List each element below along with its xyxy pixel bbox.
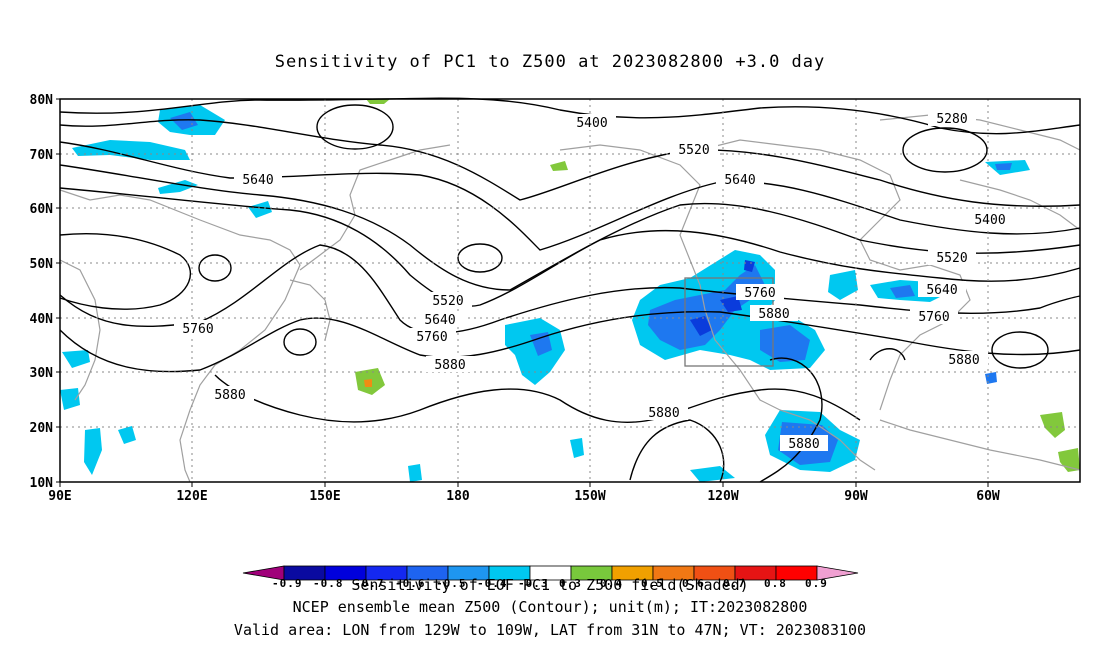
contour-label: 5400	[576, 116, 607, 131]
shade-region	[550, 161, 568, 171]
contour-label: 5280	[936, 112, 967, 127]
shade-region	[570, 438, 584, 458]
lon-label: 60W	[976, 489, 1000, 504]
lat-label: 40N	[30, 312, 54, 327]
shade-region	[408, 464, 422, 482]
shade-region	[118, 426, 136, 444]
shade-region	[648, 265, 765, 350]
colorbar	[242, 565, 859, 581]
contour-label: 5880	[434, 358, 465, 373]
lon-label: 90E	[48, 489, 71, 504]
coastlines	[59, 114, 1081, 483]
shade-region	[505, 318, 565, 385]
shade-region	[890, 285, 915, 298]
shade-region	[158, 180, 198, 194]
lon-label: 150W	[574, 489, 605, 504]
shade-region	[690, 466, 735, 482]
contour-label: 5880	[214, 388, 245, 403]
shade-region	[1058, 448, 1080, 472]
lat-label: 10N	[30, 476, 54, 491]
shade-region	[62, 350, 90, 368]
shade-region	[60, 388, 80, 410]
contour-label: 5520	[936, 251, 967, 266]
footer-line-3: Valid area: LON from 129W to 109W, LAT f…	[233, 621, 867, 639]
shade-region	[985, 372, 997, 384]
shade-region	[170, 112, 198, 130]
contour-label: 5880	[758, 307, 789, 322]
shade-region	[995, 163, 1012, 170]
valid-area-box	[684, 277, 774, 367]
lon-label: 90W	[844, 489, 868, 504]
lon-label: 120W	[707, 489, 738, 504]
contour-label: 5400	[974, 213, 1005, 228]
lat-label: 30N	[30, 366, 54, 381]
shade-region	[72, 140, 190, 160]
contour-label: 5760	[918, 310, 949, 325]
shade-region	[248, 201, 272, 218]
chart-title: Sensitivity of PC1 to Z500 at 2023082800…	[274, 52, 826, 72]
lat-label: 70N	[30, 148, 54, 163]
map-frame	[59, 98, 1081, 483]
z500-contours	[59, 97, 1081, 483]
contour-label: 5760	[744, 286, 775, 301]
lon-label: 150E	[309, 489, 340, 504]
contour-label: 5640	[926, 283, 957, 298]
lat-label: 50N	[30, 257, 54, 272]
shade-region	[366, 99, 390, 104]
footer-line-2: NCEP ensemble mean Z500 (Contour); unit(…	[292, 598, 808, 616]
colorbar-swatch	[816, 565, 859, 581]
lat-label: 60N	[30, 202, 54, 217]
contour-label: 5880	[788, 437, 819, 452]
contour-label: 5520	[432, 294, 463, 309]
shade-region	[364, 379, 372, 387]
lon-label: 120E	[176, 489, 207, 504]
contour-label: 5760	[416, 330, 447, 345]
contour-label: 5640	[424, 313, 455, 328]
shade-region	[530, 332, 552, 356]
gridlines	[60, 99, 1080, 482]
footer-line-1: Sensitivity of EOF PC1 to Z500 field(Sha…	[351, 576, 749, 594]
tick-marks	[56, 98, 989, 487]
lat-label: 80N	[30, 93, 54, 108]
contour-label: 5640	[724, 173, 755, 188]
contour-label: 5880	[648, 406, 679, 421]
shade-region	[1040, 412, 1065, 438]
contour-label: 5880	[948, 353, 979, 368]
contour-label: 5760	[182, 322, 213, 337]
shade-region	[828, 270, 858, 300]
contour-label: 5640	[242, 173, 273, 188]
shade-region	[744, 260, 755, 272]
shade-region	[84, 428, 102, 475]
contour-label: 5520	[678, 143, 709, 158]
shade-region	[690, 316, 712, 336]
lon-label: 180	[446, 489, 470, 504]
lat-label: 20N	[30, 421, 54, 436]
